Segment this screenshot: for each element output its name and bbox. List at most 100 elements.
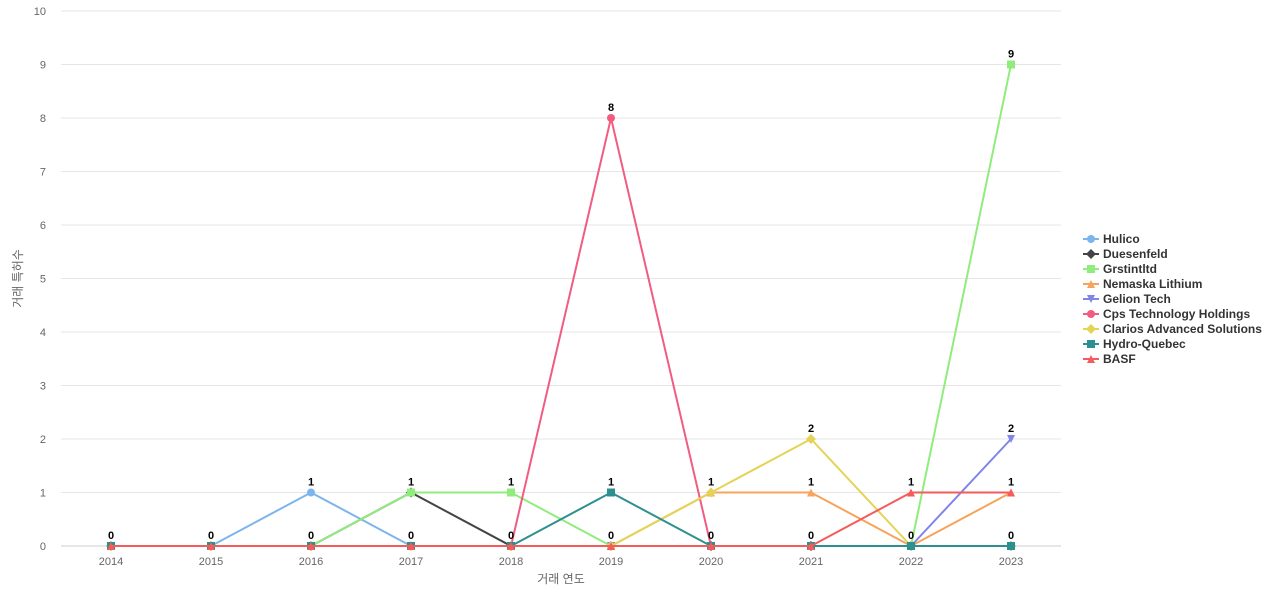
data-point[interactable] bbox=[607, 488, 615, 497]
data-label: 9 bbox=[1008, 49, 1014, 61]
data-label: 0 bbox=[108, 530, 114, 542]
y-tick-label: 1 bbox=[40, 488, 46, 500]
legend-marker[interactable] bbox=[1087, 280, 1095, 288]
series-basf[interactable] bbox=[107, 488, 1015, 551]
y-tick-label: 5 bbox=[40, 274, 46, 286]
data-label: 1 bbox=[608, 477, 614, 489]
data-point[interactable] bbox=[307, 542, 315, 550]
x-tick-label: 2015 bbox=[199, 556, 223, 568]
data-point[interactable] bbox=[1007, 488, 1015, 497]
legend-item[interactable]: Nemaska Lithium bbox=[1083, 277, 1202, 291]
legend-marker[interactable] bbox=[1087, 340, 1095, 348]
y-tick-label: 7 bbox=[40, 167, 46, 179]
legend-item[interactable]: Grstintltd bbox=[1083, 262, 1157, 276]
legend-label: Duesenfeld bbox=[1103, 247, 1168, 261]
data-point[interactable] bbox=[907, 488, 915, 497]
data-point[interactable] bbox=[207, 542, 215, 550]
legend-marker[interactable] bbox=[1087, 295, 1095, 303]
data-point[interactable] bbox=[707, 542, 715, 550]
data-point[interactable] bbox=[907, 542, 915, 550]
x-tick-label: 2014 bbox=[99, 556, 123, 568]
legend-marker[interactable] bbox=[1087, 310, 1095, 318]
data-label: 1 bbox=[408, 477, 414, 489]
series-layer bbox=[106, 60, 1016, 551]
series-line[interactable] bbox=[111, 64, 1012, 547]
data-point[interactable] bbox=[806, 434, 816, 444]
data-point[interactable] bbox=[607, 114, 615, 122]
y-tick-label: 6 bbox=[40, 220, 46, 232]
x-tick-label: 2022 bbox=[899, 556, 923, 568]
data-label: 2 bbox=[1008, 423, 1014, 435]
data-point[interactable] bbox=[1007, 60, 1015, 69]
data-label: 1 bbox=[908, 477, 914, 489]
series-line[interactable] bbox=[111, 491, 1011, 547]
series-hydro-quebec[interactable] bbox=[107, 488, 1015, 551]
data-point[interactable] bbox=[706, 487, 716, 498]
x-tick-label: 2017 bbox=[399, 556, 423, 568]
y-tick-label: 10 bbox=[34, 6, 46, 18]
data-point[interactable] bbox=[307, 488, 315, 497]
x-tick-label: 2019 bbox=[599, 556, 623, 568]
legend-item[interactable]: Duesenfeld bbox=[1083, 247, 1168, 261]
legend-marker[interactable] bbox=[1086, 324, 1096, 334]
data-label: 1 bbox=[708, 477, 714, 489]
data-point[interactable] bbox=[807, 542, 815, 550]
legend-label: Nemaska Lithium bbox=[1103, 277, 1202, 291]
y-tick-label: 0 bbox=[40, 541, 46, 553]
data-label: 0 bbox=[808, 530, 814, 542]
legend-label: Clarios Advanced Solutions bbox=[1103, 322, 1262, 336]
x-tick-label: 2020 bbox=[699, 556, 723, 568]
legend-marker[interactable] bbox=[1086, 249, 1096, 259]
legend-item[interactable]: BASF bbox=[1083, 352, 1136, 366]
y-axis-title: 거래 특허수 bbox=[11, 249, 25, 308]
x-tick-label: 2021 bbox=[799, 556, 823, 568]
data-point[interactable] bbox=[607, 542, 615, 550]
data-point[interactable] bbox=[507, 488, 515, 497]
data-label: 1 bbox=[508, 477, 514, 489]
legend-label: Cps Technology Holdings bbox=[1103, 307, 1250, 321]
data-label: 0 bbox=[308, 530, 314, 542]
data-label: 0 bbox=[908, 530, 914, 542]
legend-item[interactable]: Hulico bbox=[1083, 232, 1140, 246]
legend-marker[interactable] bbox=[1087, 235, 1095, 243]
data-label: 0 bbox=[408, 530, 414, 542]
y-tick-label: 3 bbox=[40, 381, 46, 393]
legend-item[interactable]: Gelion Tech bbox=[1083, 292, 1171, 306]
y-tick-label: 2 bbox=[40, 434, 46, 446]
x-axis-title: 거래 연도 bbox=[537, 572, 585, 586]
data-point[interactable] bbox=[507, 542, 515, 550]
series-grstintltd[interactable] bbox=[107, 60, 1015, 551]
data-point[interactable] bbox=[407, 542, 415, 550]
data-point[interactable] bbox=[807, 488, 815, 497]
legend-label: Grstintltd bbox=[1103, 262, 1157, 276]
legend-marker[interactable] bbox=[1087, 355, 1095, 363]
legend-marker[interactable] bbox=[1087, 265, 1095, 273]
legend-label: Gelion Tech bbox=[1103, 292, 1171, 306]
data-label: 0 bbox=[208, 530, 214, 542]
data-point[interactable] bbox=[107, 542, 115, 550]
data-label: 0 bbox=[608, 530, 614, 542]
legend-label: Hulico bbox=[1103, 232, 1140, 246]
data-label: 0 bbox=[1008, 530, 1014, 542]
legend-label: BASF bbox=[1103, 352, 1136, 366]
series-line[interactable] bbox=[111, 491, 1011, 547]
legend-item[interactable]: Cps Technology Holdings bbox=[1083, 307, 1250, 321]
data-point[interactable] bbox=[407, 488, 415, 497]
data-label: 2 bbox=[808, 423, 814, 435]
data-point[interactable] bbox=[1007, 435, 1015, 443]
y-tick-label: 8 bbox=[40, 113, 46, 125]
data-label: 0 bbox=[508, 530, 514, 542]
legend-label: Hydro-Quebec bbox=[1103, 337, 1186, 351]
data-label: 1 bbox=[308, 477, 314, 489]
grid-layer bbox=[61, 10, 1061, 547]
data-label: 1 bbox=[808, 477, 814, 489]
data-label: 1 bbox=[1008, 477, 1014, 489]
x-tick-label: 2023 bbox=[999, 556, 1023, 568]
data-point[interactable] bbox=[1007, 542, 1015, 550]
legend-item[interactable]: Hydro-Quebec bbox=[1083, 337, 1186, 351]
y-tick-label: 4 bbox=[40, 327, 46, 339]
legend-item[interactable]: Clarios Advanced Solutions bbox=[1083, 322, 1262, 336]
